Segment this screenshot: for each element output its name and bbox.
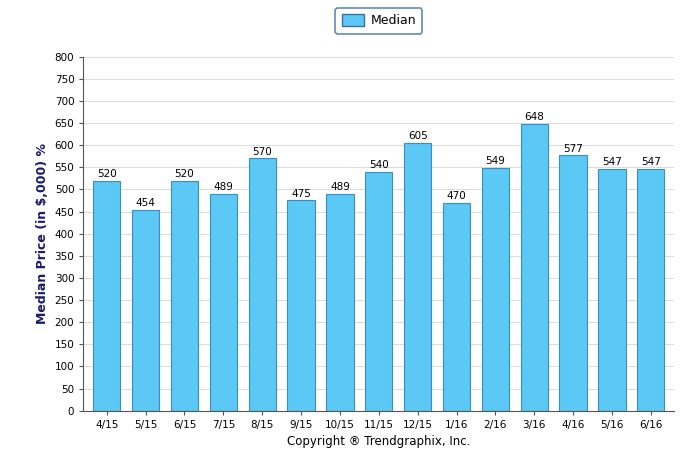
Bar <box>559 155 587 411</box>
Legend: Median: Median <box>335 8 422 34</box>
Text: 540: 540 <box>369 160 389 170</box>
Bar <box>598 169 626 411</box>
Bar <box>404 143 431 411</box>
Text: 577: 577 <box>563 143 583 153</box>
Text: 547: 547 <box>602 157 622 167</box>
Bar <box>132 210 159 411</box>
Bar <box>365 172 393 411</box>
Text: 520: 520 <box>97 169 117 179</box>
Y-axis label: Median Price (in $,000) %: Median Price (in $,000) % <box>36 143 49 324</box>
Bar <box>93 181 120 411</box>
Text: 520: 520 <box>174 169 195 179</box>
Text: 489: 489 <box>330 183 350 193</box>
Text: 547: 547 <box>641 157 661 167</box>
Bar <box>249 159 276 411</box>
X-axis label: Copyright ® Trendgraphix, Inc.: Copyright ® Trendgraphix, Inc. <box>287 435 471 448</box>
Bar <box>637 169 664 411</box>
Text: 489: 489 <box>213 183 234 193</box>
Text: 549: 549 <box>485 156 505 166</box>
Bar <box>171 181 198 411</box>
Text: 454: 454 <box>136 198 156 208</box>
Text: 648: 648 <box>524 112 544 122</box>
Text: 605: 605 <box>408 131 427 141</box>
Bar <box>521 124 548 411</box>
Text: 470: 470 <box>447 191 466 201</box>
Bar <box>210 194 237 411</box>
Text: 475: 475 <box>291 189 311 199</box>
Bar <box>482 168 509 411</box>
Bar <box>443 202 470 411</box>
Text: 570: 570 <box>252 147 272 157</box>
Bar <box>288 201 315 411</box>
Bar <box>327 194 354 411</box>
